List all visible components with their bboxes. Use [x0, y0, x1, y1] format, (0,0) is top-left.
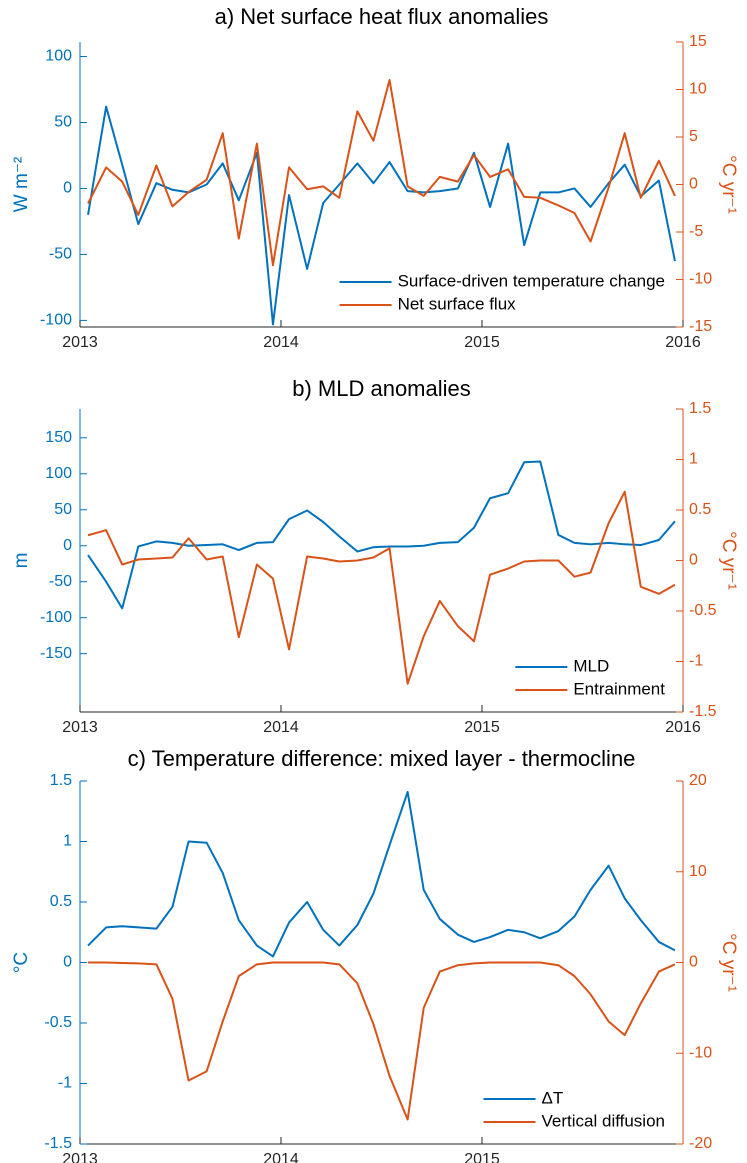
y-tick-label: 0 — [63, 954, 72, 971]
y2-tick-label: 10 — [689, 81, 707, 98]
legend-label: Entrainment — [573, 679, 665, 698]
y-tick-label: 0.5 — [50, 893, 72, 910]
x-tick-label: 2014 — [263, 719, 299, 736]
series-line — [88, 961, 676, 1121]
y2-tick-label: 20 — [689, 772, 707, 789]
y-tick-label: -50 — [49, 246, 72, 263]
y2-tick-label: -15 — [689, 318, 712, 335]
series-line — [87, 460, 676, 610]
x-tick-label: 2015 — [464, 1151, 500, 1163]
y-tick-label: 100 — [45, 48, 72, 65]
legend-label: Surface-driven temperature change — [398, 271, 665, 290]
y2-tick-label: 0 — [689, 552, 698, 569]
legend-label: MLD — [573, 656, 609, 675]
x-tick-label: 2014 — [263, 334, 299, 351]
y-tick-label: 1 — [63, 833, 72, 850]
y2-tick-label: 0 — [689, 176, 698, 193]
y2-tick-label: -1 — [689, 653, 703, 670]
y-axis-label: m — [11, 553, 32, 569]
y2-tick-label: -10 — [689, 1044, 712, 1061]
legend: MLD Entrainment — [515, 656, 665, 698]
legend: Surface-driven temperature change Net sur… — [339, 271, 665, 313]
x-tick-label: 2015 — [464, 334, 500, 351]
y2-tick-label: 1 — [689, 451, 698, 468]
y-tick-label: -50 — [49, 573, 72, 590]
chart-title: a) Net surface heat flux anomalies — [215, 4, 549, 29]
y-tick-label: 150 — [45, 429, 72, 446]
y2-axis-label: °C yr⁻¹ — [718, 155, 739, 214]
y2-tick-label: 0.5 — [689, 501, 711, 518]
y-tick-label: -0.5 — [44, 1014, 72, 1031]
series-line — [87, 790, 676, 958]
x-tick-label: 2016 — [665, 334, 701, 351]
series-line — [87, 105, 676, 326]
y-tick-label: -1 — [58, 1075, 72, 1092]
legend: ΔT Vertical diffusion — [483, 1088, 665, 1130]
y2-tick-label: 15 — [689, 33, 707, 50]
y-tick-label: -150 — [40, 645, 72, 662]
y-tick-label: -100 — [40, 609, 72, 626]
series-line — [87, 79, 676, 267]
y-tick-label: 50 — [54, 501, 72, 518]
y-tick-label: -100 — [40, 312, 72, 329]
y-tick-label: 0 — [63, 180, 72, 197]
y-tick-label: 100 — [45, 465, 72, 482]
y2-axis-label: °C yr⁻¹ — [718, 933, 739, 992]
x-tick-label: 2016 — [665, 719, 701, 736]
y2-tick-label: 0 — [689, 954, 698, 971]
chart-title: c) Temperature difference: mixed layer -… — [128, 746, 636, 771]
x-tick-label: 2013 — [62, 1151, 98, 1163]
y-axis-label: °C — [11, 952, 32, 973]
y2-tick-label: -10 — [689, 271, 712, 288]
y2-tick-label: -0.5 — [689, 602, 717, 619]
y2-axis-label: °C yr⁻¹ — [718, 531, 739, 590]
y-tick-label: 1.5 — [50, 772, 72, 789]
x-tick-label: 2013 — [62, 719, 98, 736]
y-tick-label: 0 — [63, 537, 72, 554]
y2-tick-label: 10 — [689, 863, 707, 880]
y2-tick-label: -5 — [689, 223, 703, 240]
y-tick-label: 50 — [54, 114, 72, 131]
legend-label: Vertical diffusion — [542, 1111, 665, 1130]
x-tick-label: 2015 — [464, 719, 500, 736]
series-line — [87, 490, 676, 685]
y-tick-label: -1.5 — [44, 1135, 72, 1152]
chart-title: b) MLD anomalies — [292, 376, 471, 401]
legend-label: Net surface flux — [398, 294, 517, 313]
y2-tick-label: -1.5 — [689, 703, 717, 720]
x-tick-label: 2013 — [62, 334, 98, 351]
x-tick-label: 2014 — [263, 1151, 299, 1163]
y2-tick-label: 1.5 — [689, 400, 711, 417]
y2-tick-label: 5 — [689, 128, 698, 145]
y2-tick-label: -20 — [689, 1135, 712, 1152]
legend-label: ΔT — [542, 1088, 564, 1107]
y-axis-label: W m⁻² — [11, 157, 32, 212]
